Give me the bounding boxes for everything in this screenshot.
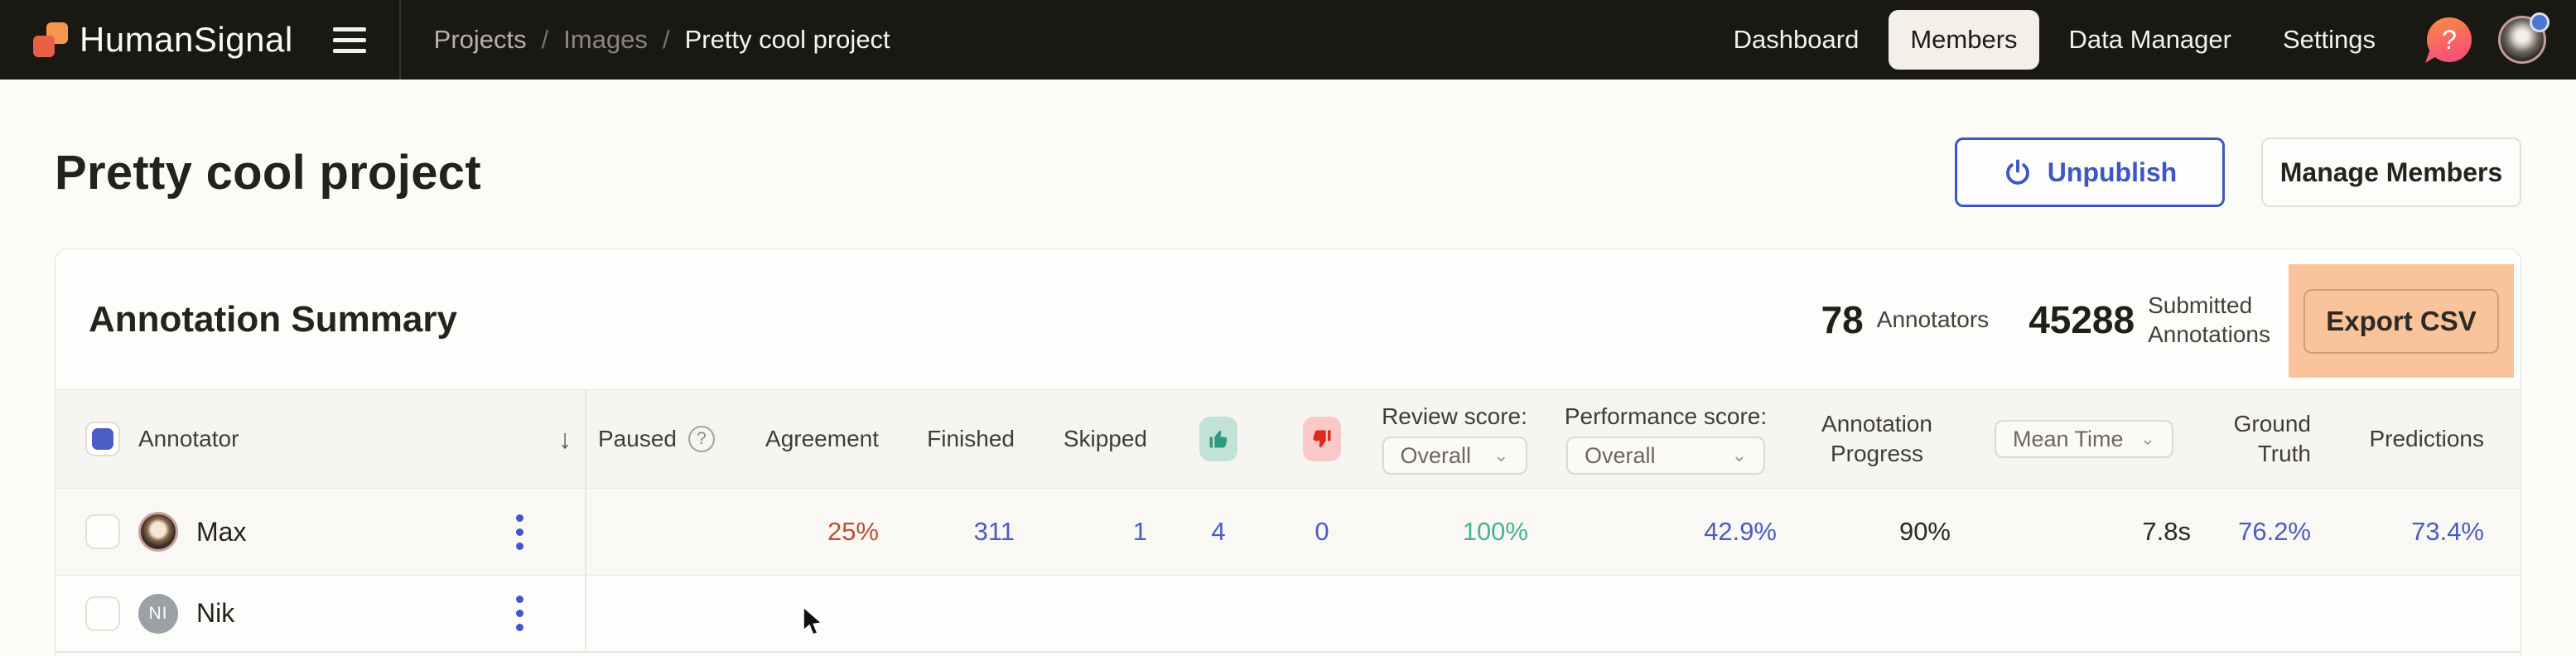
predictions-value[interactable]: 73.4% bbox=[2411, 517, 2484, 546]
reviews-accepted-value[interactable]: 4 bbox=[1211, 517, 1226, 546]
nav-settings[interactable]: Settings bbox=[2282, 25, 2376, 54]
export-csv-button[interactable]: Export CSV bbox=[2303, 288, 2499, 354]
cursor-icon bbox=[803, 605, 823, 636]
nav-data-manager[interactable]: Data Manager bbox=[2068, 25, 2231, 54]
column-header-annotator[interactable]: Annotator ↓ bbox=[55, 390, 586, 488]
column-header-finished: Finished bbox=[927, 426, 1015, 451]
column-header-mean-time: Mean Time ⌄ bbox=[1964, 420, 2204, 458]
power-icon bbox=[2005, 159, 2029, 185]
performance-score-value[interactable]: 42.9% bbox=[1704, 517, 1777, 546]
annotation-summary-card: Annotation Summary 78 Annotators 45288 S… bbox=[55, 248, 2521, 656]
annotator-header-label: Annotator bbox=[138, 426, 239, 451]
unpublish-button[interactable]: Unpublish bbox=[1955, 137, 2225, 207]
ground-truth-value[interactable]: 76.2% bbox=[2238, 517, 2311, 546]
breadcrumb-separator: / bbox=[541, 25, 549, 54]
unpublish-label: Unpublish bbox=[2047, 157, 2178, 187]
agreement-value[interactable]: 25% bbox=[827, 517, 879, 546]
chevron-down-icon: ⌄ bbox=[1493, 445, 1509, 465]
column-header-review-score: Review score: Overall ⌄ bbox=[1368, 403, 1541, 475]
row-checkbox[interactable] bbox=[85, 596, 120, 631]
notification-badge bbox=[2530, 12, 2549, 32]
performance-score-dropdown[interactable]: Overall ⌄ bbox=[1566, 437, 1765, 475]
column-header-predictions: Predictions bbox=[2369, 426, 2484, 451]
sort-desc-icon[interactable]: ↓ bbox=[558, 423, 572, 454]
checkbox-indeterminate-mark bbox=[92, 428, 113, 450]
finished-value[interactable]: 311 bbox=[973, 517, 1015, 546]
column-header-skipped: Skipped bbox=[1063, 426, 1147, 451]
mean-time-value: 7.8s bbox=[2142, 517, 2191, 546]
select-all-checkbox[interactable] bbox=[85, 422, 120, 456]
breadcrumb-projects[interactable]: Projects bbox=[433, 25, 527, 54]
table-row-nik[interactable]: NI Nik bbox=[55, 576, 2521, 653]
annotator-avatar bbox=[138, 512, 178, 552]
user-avatar[interactable] bbox=[2498, 12, 2549, 64]
column-header-annotation-progress: Annotation Progress bbox=[1821, 410, 1932, 466]
page-title: Pretty cool project bbox=[55, 145, 481, 200]
column-header-ground-truth: Ground Truth bbox=[2233, 410, 2311, 466]
manage-members-button[interactable]: Manage Members bbox=[2261, 137, 2521, 207]
reviews-rejected-value[interactable]: 0 bbox=[1315, 517, 1329, 546]
annotator-name: Nik bbox=[196, 598, 235, 628]
chevron-down-icon: ⌄ bbox=[2139, 428, 2155, 449]
help-icon[interactable]: ? bbox=[2427, 17, 2472, 62]
column-header-reviews-rejected bbox=[1276, 417, 1368, 461]
column-header-paused: Paused ? bbox=[586, 426, 730, 452]
submitted-count: 45288 bbox=[2028, 297, 2135, 341]
page-header: Pretty cool project Unpublish Manage Mem… bbox=[0, 80, 2576, 248]
hamburger-menu-icon[interactable] bbox=[332, 22, 369, 58]
summary-stats: 78 Annotators 45288 Submitted Annotation… bbox=[1821, 291, 2270, 349]
review-score-dropdown[interactable]: Overall ⌄ bbox=[1382, 437, 1527, 475]
annotator-name: Max bbox=[196, 516, 247, 547]
column-header-performance-score: Performance score: Overall ⌄ bbox=[1541, 403, 1790, 475]
card-title: Annotation Summary bbox=[89, 298, 457, 340]
nav-members[interactable]: Members bbox=[1889, 10, 2039, 70]
annotation-progress-value: 90% bbox=[1898, 517, 1951, 546]
breadcrumb-separator: / bbox=[662, 25, 670, 54]
breadcrumb: Projects / Images / Pretty cool project bbox=[434, 25, 890, 55]
mean-time-dropdown[interactable]: Mean Time ⌄ bbox=[1995, 420, 2173, 458]
topbar-divider bbox=[398, 0, 401, 80]
row-checkbox[interactable] bbox=[85, 514, 120, 549]
brand-logo-icon bbox=[33, 22, 68, 57]
review-score-value[interactable]: 100% bbox=[1462, 517, 1528, 546]
table-row-max[interactable]: Max 25% 311 1 4 0 100% 42.9% 90% 7.8s 76… bbox=[55, 489, 2521, 576]
column-header-agreement: Agreement bbox=[765, 426, 879, 451]
submitted-annotations-stat: 45288 Submitted Annotations bbox=[2028, 291, 2270, 349]
kebab-menu-icon[interactable] bbox=[511, 509, 528, 555]
next-row-partial bbox=[55, 653, 2521, 656]
annotators-label: Annotators bbox=[1876, 306, 1990, 332]
brand-logo[interactable]: HumanSignal bbox=[0, 20, 293, 60]
annotators-stat: 78 Annotators bbox=[1821, 297, 1990, 342]
top-bar: HumanSignal Projects / Images / Pretty c… bbox=[0, 0, 2576, 80]
annotator-avatar: NI bbox=[138, 593, 178, 634]
kebab-menu-icon[interactable] bbox=[511, 591, 528, 636]
manage-members-label: Manage Members bbox=[2279, 157, 2503, 187]
annotator-cell: Max bbox=[55, 489, 586, 575]
thumbs-down-icon[interactable] bbox=[1303, 417, 1341, 461]
annotator-cell: NI Nik bbox=[55, 576, 586, 651]
breadcrumb-current: Pretty cool project bbox=[684, 25, 890, 54]
export-csv-highlight: Export CSV bbox=[2289, 264, 2514, 378]
brand-name: HumanSignal bbox=[80, 20, 293, 59]
nav-dashboard[interactable]: Dashboard bbox=[1733, 25, 1860, 54]
info-icon[interactable]: ? bbox=[687, 426, 715, 452]
submitted-label: Submitted Annotations bbox=[2148, 292, 2270, 347]
thumbs-up-icon[interactable] bbox=[1199, 417, 1237, 461]
breadcrumb-images[interactable]: Images bbox=[563, 25, 648, 54]
skipped-value[interactable]: 1 bbox=[1132, 517, 1147, 546]
chevron-down-icon: ⌄ bbox=[1731, 445, 1747, 465]
card-header: Annotation Summary 78 Annotators 45288 S… bbox=[55, 249, 2521, 389]
table-header-row: Annotator ↓ Paused ? Agreement Finished … bbox=[55, 389, 2521, 489]
column-header-reviews-accepted bbox=[1160, 417, 1276, 461]
annotators-count: 78 bbox=[1821, 297, 1864, 341]
